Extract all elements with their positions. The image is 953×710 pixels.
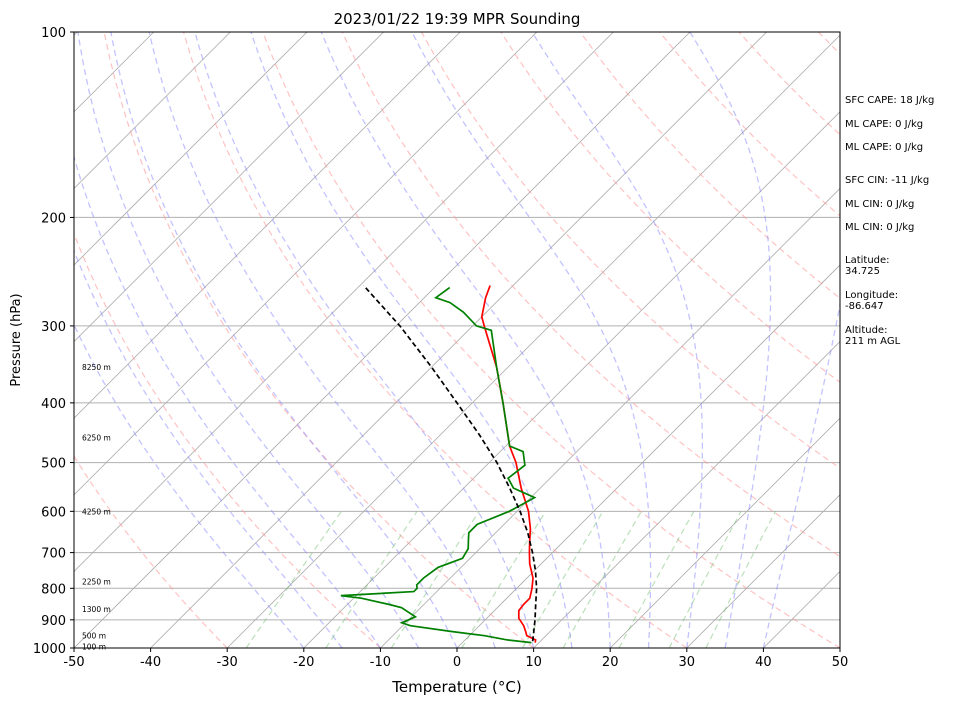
latitude-label: Latitude: 34.725 [845, 255, 890, 277]
y-tick-label: 700 [41, 547, 66, 562]
temperature-profile [482, 286, 536, 643]
mixing-ratio-line [669, 511, 741, 648]
y-tick-label: 800 [41, 582, 66, 597]
x-tick-label: 50 [832, 655, 849, 670]
moist-adiabat [690, 32, 771, 648]
isotherm-line [304, 32, 920, 648]
dry-adiabat [0, 32, 227, 648]
altitude-label: Altitude: 211 m AGL [845, 325, 900, 347]
dewpoint-profile [341, 288, 535, 643]
x-tick-label: 20 [602, 655, 619, 670]
isotherm-line [0, 32, 537, 648]
moist-adiabat [321, 32, 610, 648]
ml-cin-label-2: ML CIN: 0 J/kg [845, 222, 914, 233]
y-tick-label: 600 [41, 505, 66, 520]
y-axis-label: Pressure (hPa) [9, 293, 24, 386]
mixing-ratio-line [523, 511, 604, 648]
x-tick-label: -50 [63, 655, 84, 670]
y-tick-label: 400 [41, 397, 66, 412]
dry-adiabat [263, 32, 840, 648]
sfc-cape-label: SFC CAPE: 18 J/kg [845, 95, 934, 106]
mixing-ratio-line [619, 511, 694, 648]
x-tick-label: 30 [679, 655, 696, 670]
x-tick-label: 10 [525, 655, 542, 670]
isotherm-line [0, 32, 613, 648]
sfc-cin-label: SFC CIN: -11 J/kg [845, 175, 929, 186]
height-label: 6250 m [82, 433, 111, 442]
moist-adiabat [532, 32, 702, 648]
x-tick-label: -20 [293, 655, 314, 670]
ml-cape-label-1: ML CAPE: 0 J/kg [845, 119, 923, 130]
isotherm-line [0, 32, 1, 648]
chart-title: 2023/01/22 19:39 MPR Sounding [334, 10, 581, 28]
y-tick-label: 200 [41, 211, 66, 226]
mixing-ratio-line [246, 511, 341, 648]
isotherm-line [74, 32, 690, 648]
moist-adiabat [23, 32, 343, 648]
longitude-label: Longitude: -86.647 [845, 290, 898, 312]
dry-adiabat [104, 32, 533, 648]
background-lines [0, 32, 953, 648]
isotherm-line [0, 32, 460, 648]
height-label: 8250 m [82, 363, 111, 372]
y-tick-label: 1000 [33, 642, 66, 657]
isotherm-line [227, 32, 843, 648]
height-label: 100 m [82, 643, 106, 652]
y-tick-label: 500 [41, 457, 66, 472]
x-tick-label: 0 [453, 655, 461, 670]
mixing-ratio-line [326, 511, 417, 648]
x-tick-label: -30 [217, 655, 238, 670]
moist-adiabat [251, 32, 572, 648]
y-tick-label: 900 [41, 614, 66, 629]
moist-adiabat [195, 32, 534, 648]
y-tick-label: 100 [41, 26, 66, 41]
y-tick-label: 300 [41, 320, 66, 335]
plot-frame [74, 32, 840, 648]
x-tick-label: 40 [755, 655, 772, 670]
x-tick-label: -40 [140, 655, 161, 670]
moist-adiabat [149, 32, 495, 648]
x-tick-label: -10 [370, 655, 391, 670]
mixing-ratio-line [706, 511, 776, 648]
profile-lines [341, 286, 537, 643]
height-label: 1300 m [82, 605, 111, 614]
ml-cin-label-1: ML CIN: 0 J/kg [845, 199, 914, 210]
height-label: 4250 m [82, 507, 111, 516]
height-label: 500 m [82, 632, 106, 641]
ml-cape-label-2: ML CAPE: 0 J/kg [845, 142, 923, 153]
x-axis-label: Temperature (°C) [391, 678, 521, 696]
height-label: 2250 m [82, 578, 111, 587]
moist-adiabat [412, 32, 651, 648]
dry-adiabat [25, 32, 381, 648]
